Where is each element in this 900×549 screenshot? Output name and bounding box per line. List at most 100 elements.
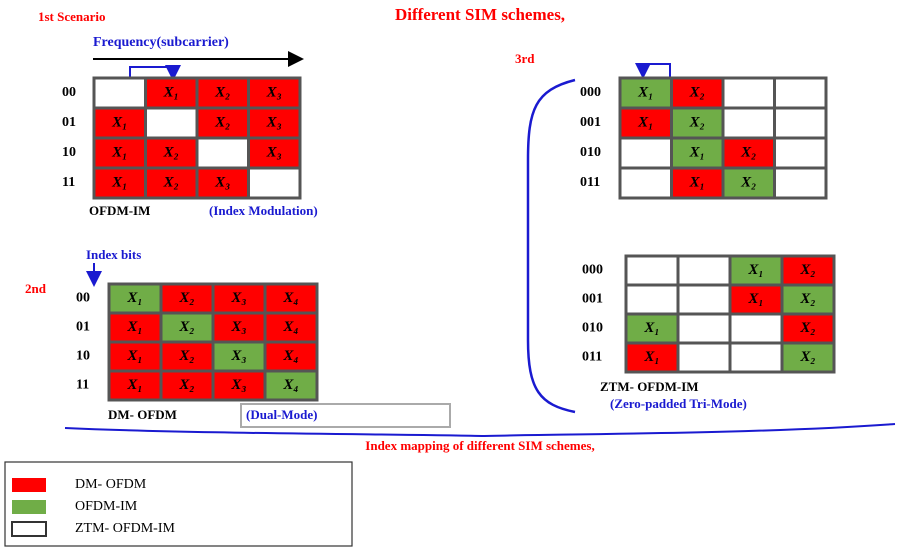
scenario-label: 2nd (25, 281, 47, 296)
row-label: 11 (62, 175, 75, 190)
cell-symbol: X₂ (178, 348, 194, 364)
cell-symbol: X₂ (799, 349, 815, 365)
axis-label: Index bits (86, 247, 141, 262)
brace (64, 423, 896, 438)
cell-symbol: X₁ (163, 84, 179, 100)
row-label: 001 (580, 115, 601, 130)
cell (728, 341, 784, 374)
cell-symbol: X₁ (747, 262, 763, 278)
row-label: 11 (76, 378, 89, 393)
scheme-description: (Zero-padded Tri-Mode) (610, 396, 747, 411)
cell (247, 106, 302, 140)
cell (263, 340, 319, 373)
cell-symbol: X₁ (111, 144, 127, 160)
cell-symbol: X₃ (266, 144, 282, 160)
cell (624, 254, 680, 287)
cell-symbol: X₃ (230, 348, 246, 364)
scheme-description: (Dual-Mode) (246, 407, 318, 422)
scheme-description: (Index Modulation) (209, 203, 318, 218)
cell-symbol: X₁ (126, 348, 142, 364)
scheme-name: ZTM- OFDM-IM (600, 379, 699, 394)
row-label: 011 (582, 350, 602, 365)
cell (195, 136, 250, 170)
cell-symbol: X₃ (230, 290, 246, 306)
cell-symbol: X₄ (282, 290, 298, 306)
legend-label: OFDM-IM (75, 499, 138, 514)
axis-label: Frequency(subcarrier) (93, 35, 229, 50)
row-label: 01 (76, 320, 90, 335)
cell (618, 136, 673, 170)
cell (618, 76, 673, 110)
cell (780, 341, 836, 374)
row-label: 10 (76, 349, 90, 364)
cell (773, 76, 828, 110)
cell (780, 254, 836, 287)
row-label: 01 (62, 115, 76, 130)
cell-symbol: X₄ (282, 377, 298, 393)
cell-symbol: X₁ (111, 174, 127, 190)
row-label: 00 (62, 85, 76, 100)
cell-symbol: X₁ (747, 291, 763, 307)
cell-symbol: X₁ (643, 349, 659, 365)
cell-symbol: X₂ (214, 84, 230, 100)
caption: Index mapping of different SIM schemes, (365, 438, 594, 453)
legend (4, 461, 353, 547)
cell-symbol: X₁ (111, 114, 127, 130)
row-label: 00 (76, 291, 90, 306)
cell-symbol: X₁ (689, 144, 705, 160)
cell-symbol: X₂ (799, 320, 815, 336)
scheme-name: DM- OFDM (108, 407, 177, 422)
cell (676, 312, 732, 345)
cell (247, 166, 302, 200)
scheme-name: OFDM-IM (89, 203, 150, 218)
bracket (526, 78, 576, 414)
cell-symbol: X₂ (689, 114, 705, 130)
legend-swatch (12, 478, 46, 492)
cell-symbol: X₁ (643, 320, 659, 336)
cell-symbol: X₃ (214, 174, 230, 190)
cell (670, 136, 725, 170)
cell-symbol: X₂ (740, 144, 756, 160)
row-label: 10 (62, 145, 76, 160)
cell-symbol: X₁ (126, 319, 142, 335)
cell-symbol: X₂ (163, 144, 179, 160)
cell-symbol: X₁ (126, 290, 142, 306)
cell (618, 106, 673, 140)
cell-symbol: X₁ (637, 114, 653, 130)
cell (773, 136, 828, 170)
cell-symbol: X₂ (163, 174, 179, 190)
cell-symbol: X₂ (178, 377, 194, 393)
legend-label: ZTM- OFDM-IM (75, 521, 175, 536)
row-label: 000 (580, 85, 601, 100)
cell (721, 106, 776, 140)
cell-symbol: X₄ (282, 348, 298, 364)
cell (676, 283, 732, 316)
cell-symbol: X₂ (740, 174, 756, 190)
cell (247, 136, 302, 170)
row-label: 011 (580, 175, 600, 190)
cell (721, 166, 776, 200)
cell (780, 312, 836, 345)
row-label: 000 (582, 263, 603, 278)
cell-symbol: X₁ (689, 174, 705, 190)
cell (263, 369, 319, 402)
cell-symbol: X₂ (214, 114, 230, 130)
cell-symbol: X₃ (230, 319, 246, 335)
cell-symbol: X₃ (230, 377, 246, 393)
legend-label: DM- OFDM (75, 477, 147, 492)
cell-symbol: X₁ (126, 377, 142, 393)
cell (676, 254, 732, 287)
cell (721, 76, 776, 110)
cell (618, 166, 673, 200)
scenario-label: 3rd (515, 51, 535, 66)
cell (676, 341, 732, 374)
cell (773, 106, 828, 140)
cell-symbol: X₃ (266, 114, 282, 130)
cell-symbol: X₂ (799, 291, 815, 307)
cell (780, 283, 836, 316)
cell (624, 283, 680, 316)
row-label: 010 (580, 145, 601, 160)
scenario-label: 1st Scenario (38, 9, 106, 24)
row-label: 010 (582, 321, 603, 336)
